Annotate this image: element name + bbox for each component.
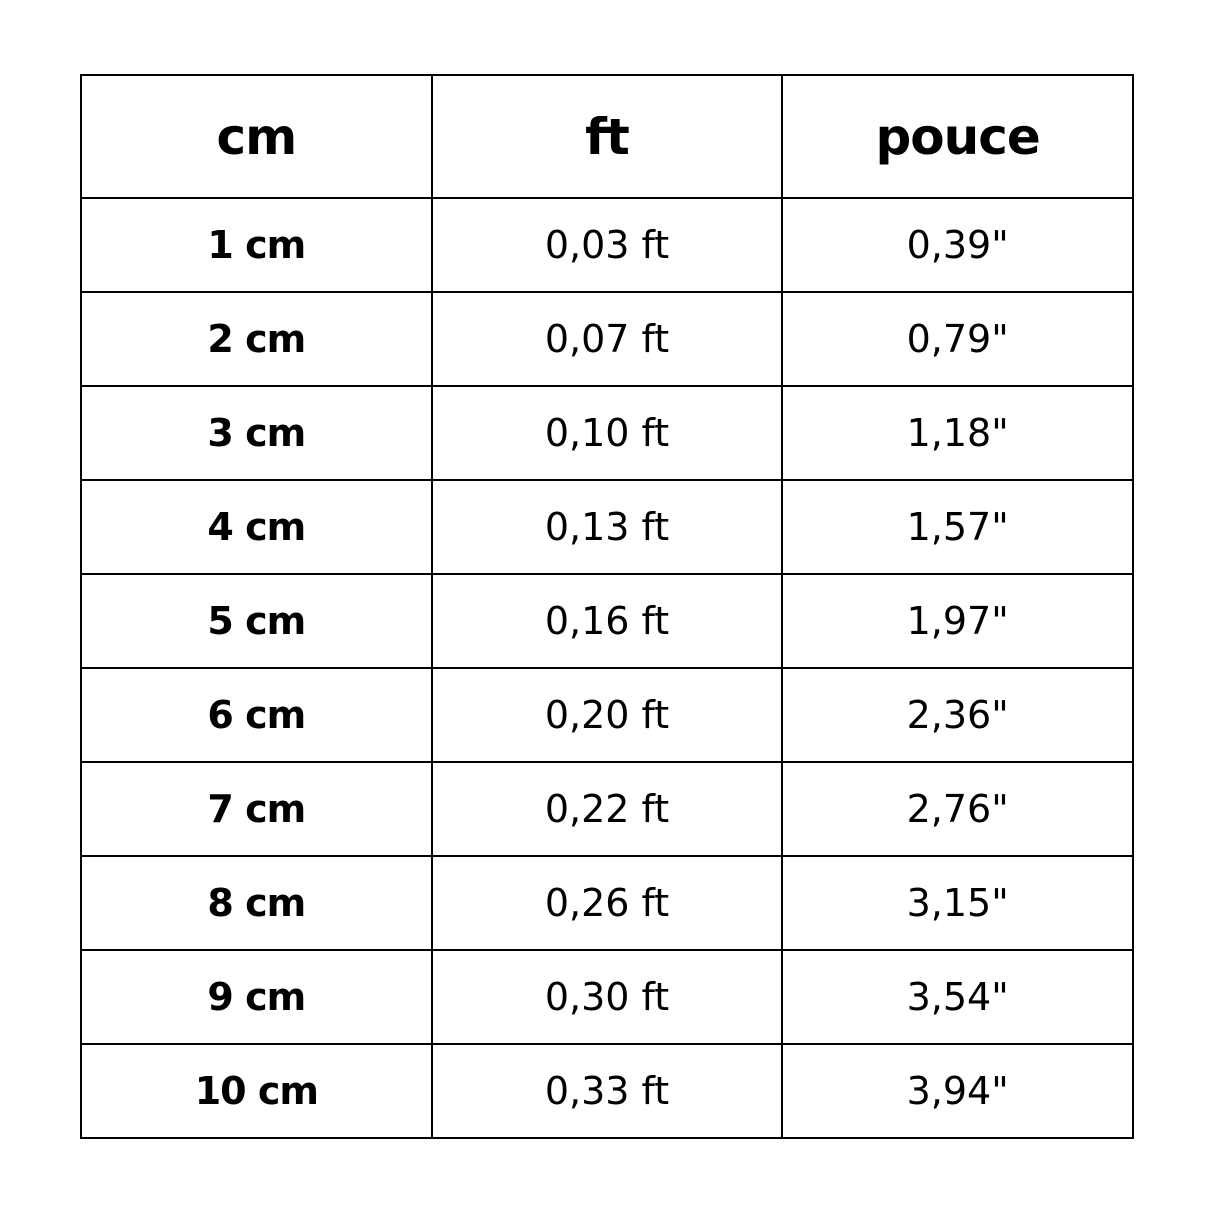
ft-cell: 0,13 ft <box>430 479 784 575</box>
cm-cell: 2 cm <box>80 291 433 387</box>
table-row: 2 cm 0,07 ft 0,79" <box>80 291 1134 387</box>
pouce-cell: 1,57" <box>781 479 1134 575</box>
table-row: 5 cm 0,16 ft 1,97" <box>80 573 1134 669</box>
table-row: 4 cm 0,13 ft 1,57" <box>80 479 1134 575</box>
table-row: 3 cm 0,10 ft 1,18" <box>80 385 1134 481</box>
cm-cell: 8 cm <box>80 855 433 951</box>
header-ft: ft <box>430 74 784 199</box>
header-cm: cm <box>80 74 433 199</box>
cm-cell: 6 cm <box>80 667 433 763</box>
pouce-cell: 3,15" <box>781 855 1134 951</box>
ft-cell: 0,22 ft <box>430 761 784 857</box>
pouce-cell: 1,97" <box>781 573 1134 669</box>
table-row: 9 cm 0,30 ft 3,54" <box>80 949 1134 1045</box>
pouce-cell: 0,39" <box>781 197 1134 293</box>
cm-cell: 5 cm <box>80 573 433 669</box>
ft-cell: 0,30 ft <box>430 949 784 1045</box>
cm-cell: 4 cm <box>80 479 433 575</box>
cm-cell: 1 cm <box>80 197 433 293</box>
pouce-cell: 2,36" <box>781 667 1134 763</box>
cm-cell: 7 cm <box>80 761 433 857</box>
ft-cell: 0,07 ft <box>430 291 784 387</box>
table-row: 6 cm 0,20 ft 2,36" <box>80 667 1134 763</box>
ft-cell: 0,33 ft <box>430 1043 784 1139</box>
table-row: 1 cm 0,03 ft 0,39" <box>80 197 1134 293</box>
pouce-cell: 0,79" <box>781 291 1134 387</box>
pouce-cell: 3,94" <box>781 1043 1134 1139</box>
ft-cell: 0,10 ft <box>430 385 784 481</box>
header-pouce: pouce <box>781 74 1134 199</box>
ft-cell: 0,26 ft <box>430 855 784 951</box>
header-row: cm ft pouce <box>80 74 1134 199</box>
cm-cell: 10 cm <box>80 1043 433 1139</box>
ft-cell: 0,16 ft <box>430 573 784 669</box>
cm-cell: 3 cm <box>80 385 433 481</box>
cm-cell: 9 cm <box>80 949 433 1045</box>
pouce-cell: 2,76" <box>781 761 1134 857</box>
ft-cell: 0,03 ft <box>430 197 784 293</box>
table-row: 7 cm 0,22 ft 2,76" <box>80 761 1134 857</box>
table-row: 10 cm 0,33 ft 3,94" <box>80 1043 1134 1139</box>
ft-cell: 0,20 ft <box>430 667 784 763</box>
pouce-cell: 3,54" <box>781 949 1134 1045</box>
table-row: 8 cm 0,26 ft 3,15" <box>80 855 1134 951</box>
pouce-cell: 1,18" <box>781 385 1134 481</box>
conversion-table: cm ft pouce 1 cm 0,03 ft 0,39" 2 cm 0,07 ft 0… <box>80 74 1134 1139</box>
